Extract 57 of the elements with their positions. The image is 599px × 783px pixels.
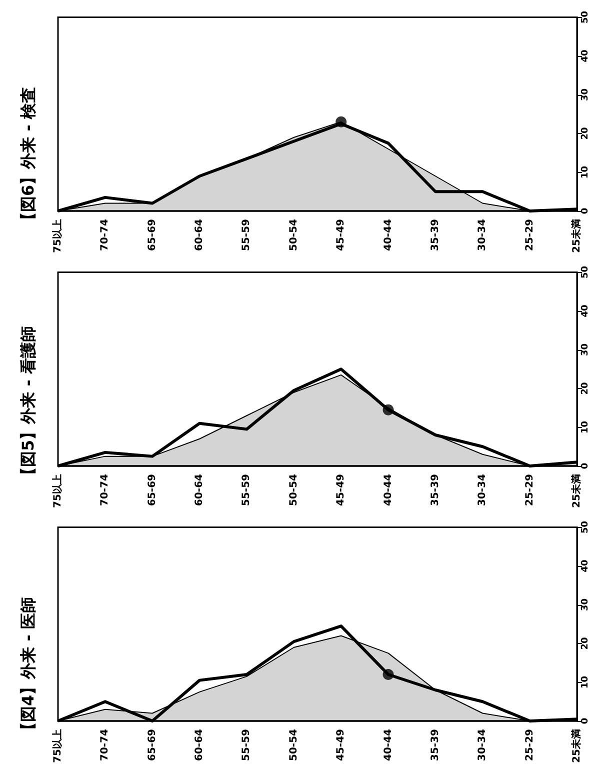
y-tick-label: 50 bbox=[580, 10, 590, 24]
x-tick-label: 25-29 bbox=[524, 474, 536, 506]
x-tick-label: 55-59 bbox=[241, 474, 252, 506]
x-tick-label: 75以上 bbox=[52, 219, 64, 253]
x-tick-label: 35-39 bbox=[430, 728, 441, 761]
x-tick-label: 60-64 bbox=[194, 218, 206, 251]
text: 【図6】外来 - 検査 bbox=[18, 87, 38, 228]
x-tick-label: 70-74 bbox=[100, 728, 111, 761]
x-tick-label: 55-59 bbox=[241, 728, 252, 761]
x-tick-label: 30-34 bbox=[477, 728, 488, 761]
x-tick-label: 25未満 bbox=[570, 474, 582, 508]
y-tick-label: 0 bbox=[580, 208, 590, 214]
x-tick-label: 60-64 bbox=[194, 474, 206, 506]
x-tick-label: 50-54 bbox=[288, 474, 300, 506]
x-tick-label: 60-64 bbox=[194, 728, 206, 761]
x-tick-label: 40-44 bbox=[382, 474, 394, 506]
x-tick-label: 25未満 bbox=[570, 219, 582, 253]
x-tick-label: 45-49 bbox=[336, 474, 347, 506]
y-tick-label: 10 bbox=[580, 420, 590, 434]
x-tick-label: 65-69 bbox=[146, 474, 158, 506]
y-tick-label: 20 bbox=[580, 637, 590, 650]
y-tick-label: 10 bbox=[580, 676, 590, 689]
x-tick-label: 55-59 bbox=[241, 218, 252, 251]
y-tick-label: 50 bbox=[580, 266, 590, 279]
x-tick-label: 65-69 bbox=[146, 218, 158, 251]
x-tick-label: 45-49 bbox=[336, 218, 347, 251]
y-tick-label: 30 bbox=[580, 88, 590, 102]
y-tick-label: 40 bbox=[580, 304, 590, 318]
y-tick-label: 0 bbox=[580, 718, 590, 724]
x-tick-label: 25-29 bbox=[524, 218, 536, 251]
y-tick-label: 40 bbox=[580, 560, 590, 572]
x-tick-label: 35-39 bbox=[430, 218, 441, 251]
x-tick-label: 40-44 bbox=[382, 728, 394, 761]
x-tick-label: 70-74 bbox=[100, 218, 111, 251]
x-tick-label: 40-44 bbox=[382, 218, 394, 251]
x-tick-label: 75以上 bbox=[52, 474, 64, 508]
y-tick-label: 10 bbox=[580, 166, 590, 179]
x-tick-label: 30-34 bbox=[477, 218, 488, 251]
x-tick-label: 75以上 bbox=[52, 729, 64, 763]
y-tick-label: 20 bbox=[580, 382, 590, 395]
y-tick-label: 20 bbox=[580, 127, 590, 140]
y-tick-label: 30 bbox=[580, 343, 590, 356]
y-tick-label: 50 bbox=[580, 520, 590, 534]
x-tick-label: 45-49 bbox=[336, 728, 347, 761]
x-tick-label: 25未満 bbox=[570, 729, 582, 763]
x-tick-label: 50-54 bbox=[288, 728, 300, 761]
y-tick-label: 30 bbox=[580, 598, 590, 612]
x-tick-label: 35-39 bbox=[430, 474, 441, 506]
x-tick-label: 30-34 bbox=[477, 474, 488, 506]
x-tick-label: 50-54 bbox=[288, 218, 300, 251]
y-tick-label: 0 bbox=[580, 462, 590, 470]
text: 【図4】外来 - 医師 bbox=[18, 597, 38, 738]
x-tick-label: 70-74 bbox=[100, 474, 111, 506]
x-tick-label: 25-29 bbox=[524, 728, 536, 761]
x-tick-label: 65-69 bbox=[146, 728, 158, 761]
text: 【図5】外来 - 看護師 bbox=[18, 326, 38, 483]
y-tick-label: 40 bbox=[580, 50, 590, 62]
